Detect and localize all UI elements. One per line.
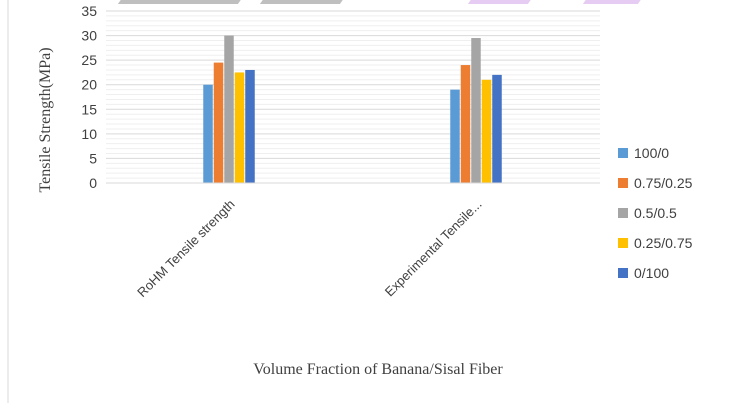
gridlines xyxy=(106,10,600,179)
y-tick-label: 25 xyxy=(81,52,97,68)
legend-swatch xyxy=(618,268,628,278)
y-tick-label: 20 xyxy=(81,77,97,93)
legend-label: 0.5/0.5 xyxy=(634,205,677,221)
legend-swatch xyxy=(618,148,628,158)
legend-label: 0/100 xyxy=(634,265,669,281)
bar xyxy=(203,84,213,183)
bar xyxy=(213,62,224,183)
x-tick-label: RoHM Tensile strength xyxy=(134,197,237,300)
y-tick-label: 0 xyxy=(89,175,97,191)
legend-swatch xyxy=(618,178,628,188)
y-tick-label: 35 xyxy=(81,3,97,19)
watermark-stroke xyxy=(117,0,243,4)
y-tick-label: 15 xyxy=(81,101,97,117)
legend: 100/0 0.75/0.25 0.5/0.5 0.25/0.75 0/100 xyxy=(618,145,693,281)
legend-swatch xyxy=(618,208,628,218)
bar xyxy=(492,74,502,183)
bar xyxy=(471,38,481,184)
legend-label: 0.25/0.75 xyxy=(634,235,693,251)
bar xyxy=(234,72,245,183)
bar xyxy=(224,35,234,184)
watermark-stroke xyxy=(582,0,643,4)
x-tick-label: Experimental Tensile... xyxy=(382,197,485,300)
bar xyxy=(450,89,460,183)
x-axis-label: Volume Fraction of Banana/Sisal Fiber xyxy=(253,361,503,378)
x-axis-tick-labels: RoHM Tensile strength Experimental Tensil… xyxy=(134,197,484,300)
y-axis-ticks: 0 5 10 15 20 25 30 35 xyxy=(81,3,97,191)
watermark-stroke xyxy=(259,0,345,4)
legend-label: 0.75/0.25 xyxy=(634,175,693,191)
bar xyxy=(481,79,492,183)
y-axis-label: Tensile Strength(MPa) xyxy=(37,47,54,192)
legend-label: 100/0 xyxy=(634,145,669,161)
watermark-stroke xyxy=(467,0,533,4)
bar xyxy=(245,69,255,183)
y-tick-label: 10 xyxy=(81,126,97,142)
y-tick-label: 30 xyxy=(81,28,97,44)
y-tick-label: 5 xyxy=(89,150,97,166)
bars xyxy=(203,35,502,184)
bar xyxy=(460,65,471,183)
legend-swatch xyxy=(618,238,628,248)
